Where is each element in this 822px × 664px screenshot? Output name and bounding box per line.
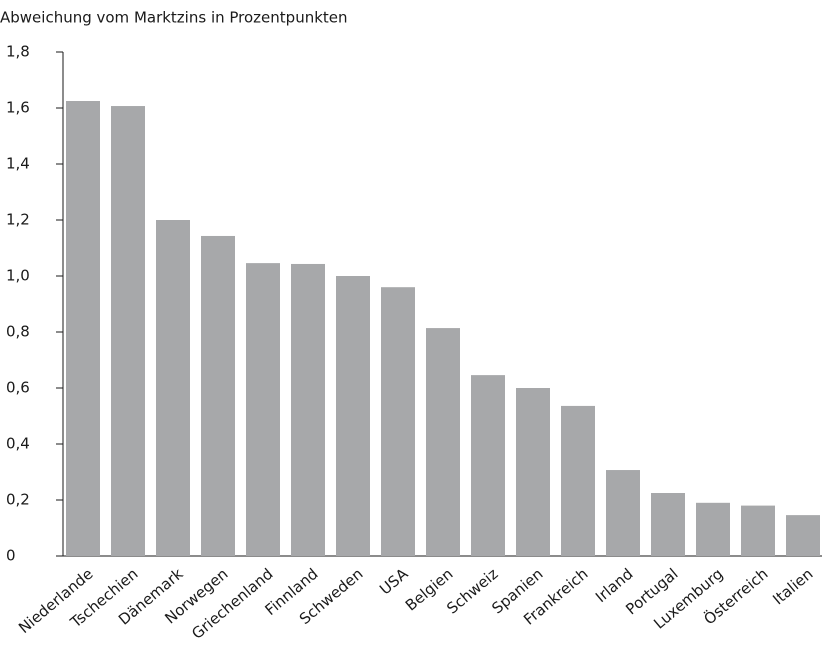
bar — [156, 220, 190, 556]
y-tick-label: 0,6 — [6, 379, 30, 397]
y-tick-label: 1,8 — [6, 43, 30, 61]
bar — [606, 470, 640, 556]
bar — [651, 493, 685, 556]
bar — [516, 388, 550, 556]
y-tick-label: 1,0 — [6, 267, 30, 285]
bar — [561, 405, 595, 556]
bar — [291, 263, 325, 556]
bar — [471, 375, 505, 556]
y-tick-label: 1,6 — [6, 99, 30, 117]
bar — [111, 106, 145, 556]
bar — [381, 287, 415, 556]
chart-title: Abweichung vom Marktzins in Prozentpunkt… — [0, 9, 348, 27]
y-tick-label: 0 — [6, 547, 16, 565]
bar — [786, 515, 820, 556]
bar — [201, 235, 235, 556]
y-tick-label: 0,4 — [6, 435, 30, 453]
y-tick-label: 0,8 — [6, 323, 30, 341]
bar — [336, 276, 370, 556]
y-tick-label: 0,2 — [6, 491, 30, 509]
bar — [66, 101, 100, 556]
bar — [426, 328, 460, 556]
x-tick-label: Italien — [769, 565, 816, 609]
bar — [741, 505, 775, 556]
y-tick-label: 1,4 — [6, 155, 30, 173]
x-tick-label: USA — [376, 564, 412, 598]
bar — [696, 502, 730, 556]
y-tick-label: 1,2 — [6, 211, 30, 229]
bar — [246, 263, 280, 556]
